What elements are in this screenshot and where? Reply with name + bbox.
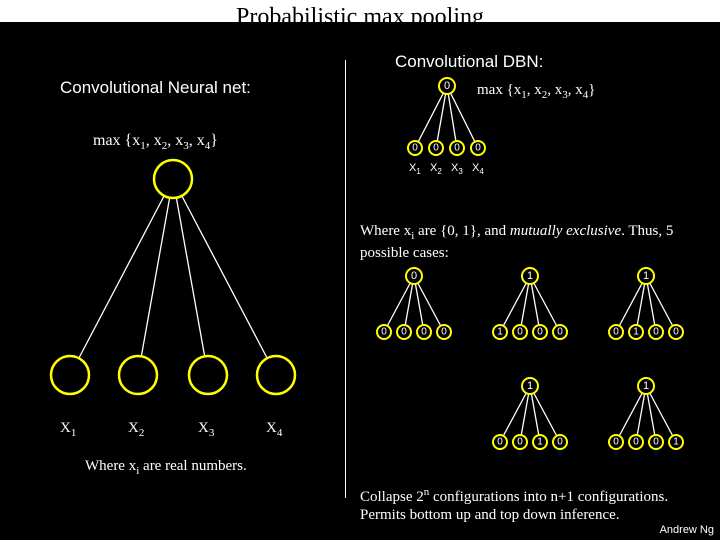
svg-text:1: 1	[673, 437, 679, 448]
x1-label: X1	[60, 420, 76, 439]
svg-text:0: 0	[454, 143, 460, 154]
svg-text:0: 0	[497, 437, 503, 448]
x3-label: X3	[198, 420, 214, 439]
case-tree-0: 0 0 0 0 0	[366, 260, 466, 350]
svg-text:0: 0	[411, 270, 417, 282]
max-label-right: max {x1, x2, x3, x4}	[477, 82, 595, 101]
vertical-divider	[345, 60, 346, 498]
svg-text:1: 1	[537, 437, 543, 448]
svg-text:0: 0	[517, 327, 523, 338]
sx1: X1	[409, 162, 421, 176]
content: Convolutional Neural net: max {x1, x2, x…	[0, 40, 720, 540]
svg-text:0: 0	[444, 80, 450, 92]
svg-text:0: 0	[557, 437, 563, 448]
cnn-tree	[30, 140, 320, 410]
svg-text:0: 0	[475, 143, 481, 154]
case-tree-3: 1 0 0 1 0	[482, 370, 582, 460]
title-clip	[0, 22, 720, 40]
x2-label: X2	[128, 420, 144, 439]
svg-text:1: 1	[633, 327, 639, 338]
svg-text:0: 0	[537, 327, 543, 338]
sx4: X4	[472, 162, 484, 176]
case-tree-2: 1 0 1 0 0	[598, 260, 698, 350]
case-tree-1: 1 1 0 0 0	[482, 260, 582, 350]
svg-text:0: 0	[653, 327, 659, 338]
svg-text:0: 0	[381, 327, 387, 338]
svg-text:0: 0	[517, 437, 523, 448]
svg-text:0: 0	[653, 437, 659, 448]
attribution: Andrew Ng	[660, 524, 714, 536]
collapse-text: Collapse 2n configurations into n+1 conf…	[360, 486, 670, 524]
where-right: Where xi are {0, 1}, and mutually exclus…	[360, 222, 700, 263]
svg-text:0: 0	[441, 327, 447, 338]
svg-text:0: 0	[673, 327, 679, 338]
case-tree-4: 1 0 0 0 1	[598, 370, 698, 460]
svg-text:1: 1	[643, 270, 649, 282]
svg-text:1: 1	[527, 270, 533, 282]
left-header: Convolutional Neural net:	[60, 78, 251, 98]
svg-text:1: 1	[497, 327, 503, 338]
svg-text:0: 0	[557, 327, 563, 338]
svg-text:1: 1	[527, 380, 533, 392]
svg-text:0: 0	[412, 143, 418, 154]
svg-text:0: 0	[401, 327, 407, 338]
sx2: X2	[430, 162, 442, 176]
svg-text:0: 0	[613, 327, 619, 338]
svg-text:0: 0	[433, 143, 439, 154]
note-left: Where xi are real numbers.	[85, 458, 247, 477]
svg-text:0: 0	[421, 327, 427, 338]
sx3: X3	[451, 162, 463, 176]
svg-text:0: 0	[613, 437, 619, 448]
x4-label: X4	[266, 420, 282, 439]
svg-text:1: 1	[643, 380, 649, 392]
svg-text:0: 0	[633, 437, 639, 448]
